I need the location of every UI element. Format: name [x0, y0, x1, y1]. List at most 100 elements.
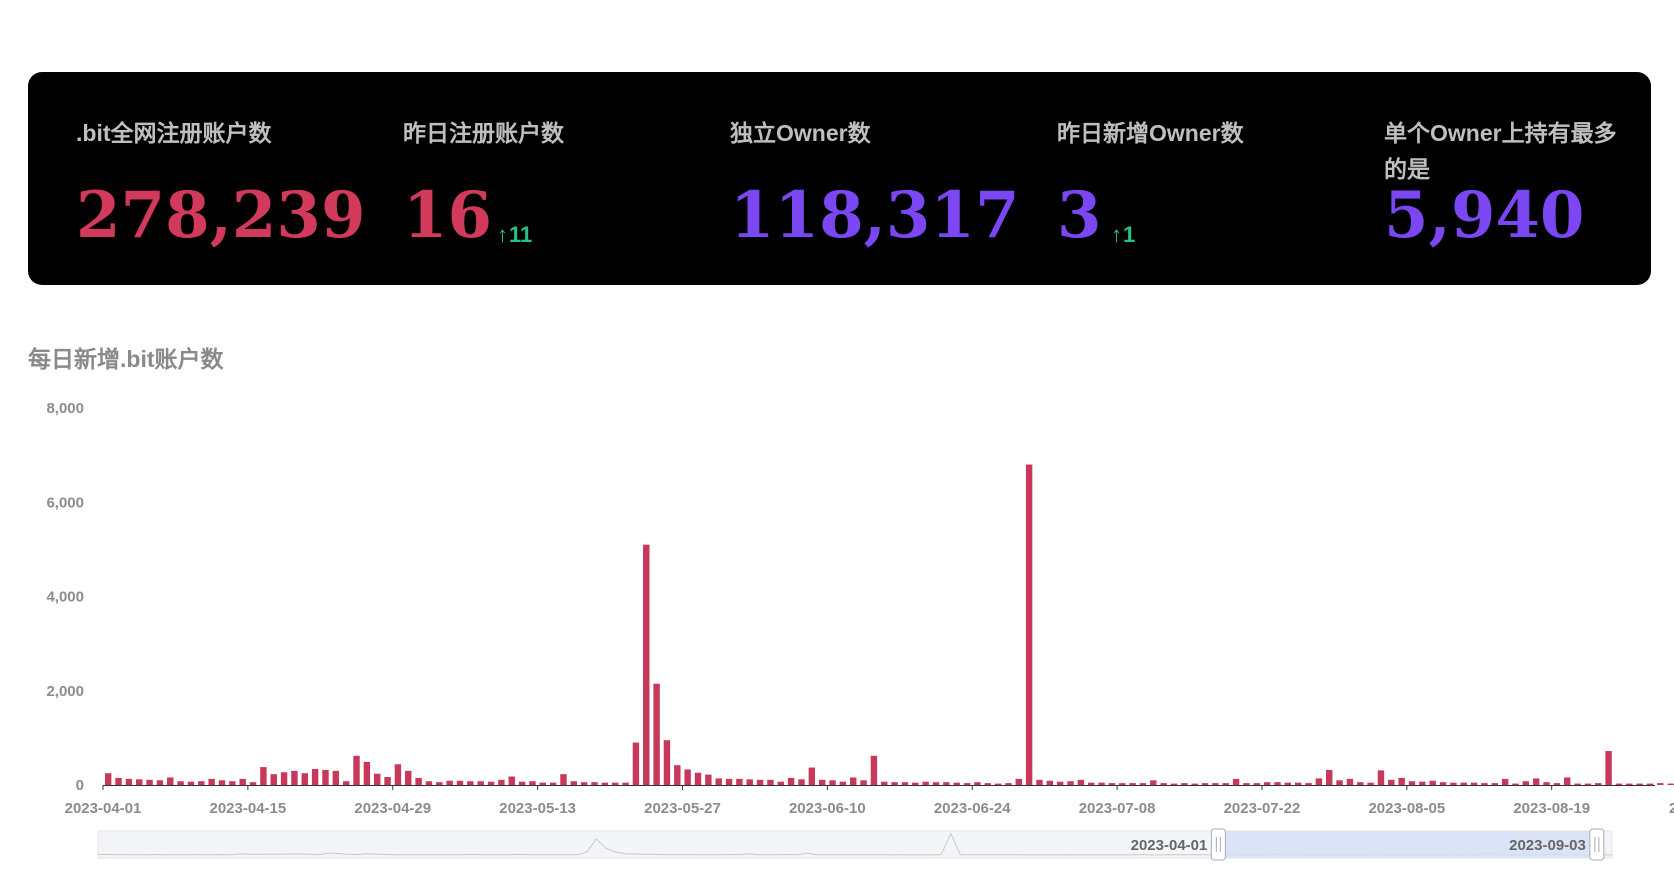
x-tick-label: 2023-07-08	[1079, 800, 1156, 817]
bar	[756, 779, 764, 785]
bar	[270, 774, 277, 785]
bar	[374, 773, 381, 785]
bar	[1636, 783, 1643, 785]
bar	[787, 777, 795, 785]
stat-value: 3	[1057, 178, 1102, 253]
chart-section-title: 每日新增.bit账户数	[28, 346, 224, 372]
bar	[643, 544, 650, 785]
bar	[1077, 779, 1085, 785]
bar	[1222, 783, 1229, 785]
bar	[798, 779, 805, 785]
bar	[167, 777, 174, 785]
bar	[1274, 782, 1281, 785]
bar	[860, 780, 867, 785]
bar	[622, 782, 629, 785]
bar	[446, 780, 453, 785]
bar	[850, 777, 857, 785]
bar	[684, 769, 691, 785]
bar	[291, 770, 298, 785]
bar	[881, 781, 888, 785]
bar	[612, 782, 619, 785]
bar	[560, 774, 567, 785]
bar	[1129, 783, 1136, 785]
bar	[260, 767, 267, 785]
x-tick-label: 2023-05-13	[499, 800, 576, 817]
bar	[301, 773, 308, 785]
y-tick-label: 6,000	[46, 494, 84, 511]
bar	[1367, 782, 1374, 785]
y-tick-label: 8,000	[46, 400, 84, 417]
bar	[518, 781, 526, 785]
bar	[705, 774, 712, 785]
bar	[1170, 783, 1178, 785]
bar	[725, 778, 733, 785]
zoom-selection[interactable]	[1218, 831, 1597, 858]
bar	[1626, 783, 1633, 785]
bar	[901, 782, 909, 785]
y-tick-label: 0	[76, 777, 84, 794]
bar	[436, 782, 443, 785]
bar	[1543, 782, 1550, 785]
bar	[1305, 783, 1312, 785]
bar	[1439, 782, 1447, 785]
bar	[891, 782, 898, 785]
stat-label: 昨日新增Owner数	[1057, 120, 1244, 146]
bar	[1067, 781, 1074, 785]
bar	[136, 779, 143, 785]
bar	[808, 767, 816, 785]
bar	[1584, 783, 1592, 785]
bar	[1294, 782, 1302, 785]
bar	[249, 782, 257, 785]
x-tick-label: 2023-08-05	[1368, 800, 1445, 817]
bar	[984, 783, 991, 785]
arrow-up-icon: ↑	[497, 222, 508, 247]
bar	[1532, 778, 1540, 785]
bar	[405, 770, 412, 785]
bar	[994, 783, 1002, 785]
bar	[767, 779, 774, 785]
bar	[1326, 769, 1333, 785]
bar	[1615, 783, 1623, 785]
bar	[1470, 782, 1478, 785]
bar	[125, 778, 133, 785]
stat-change-value: 11	[509, 222, 533, 247]
bar	[1419, 781, 1426, 785]
bar	[601, 782, 609, 785]
bar	[591, 782, 598, 785]
bar	[1657, 783, 1664, 785]
bar	[415, 777, 422, 785]
bar	[1253, 783, 1260, 785]
bar	[1025, 464, 1033, 785]
zoom-handle-left[interactable]	[1210, 828, 1226, 861]
x-tick-label: 2023-06-24	[934, 800, 1011, 817]
bar	[384, 776, 391, 785]
zoom-start-label: 2023-04-01	[1131, 837, 1208, 854]
bar	[922, 781, 929, 785]
bar	[870, 755, 878, 785]
bar	[1108, 783, 1116, 785]
zoom-handle-right[interactable]	[1589, 828, 1605, 861]
y-tick-label: 2,000	[46, 683, 84, 700]
bar	[1212, 783, 1219, 785]
stats-panel: .bit全网注册账户数 278,239 昨日注册账户数 16 ↑11 独立Own…	[28, 72, 1651, 285]
bar	[342, 781, 350, 785]
bar	[963, 783, 971, 785]
daily-accounts-bar-chart: 0 2,000 4,000 6,000 8,000 2023-04-01 2023-04-1…	[46, 400, 1674, 861]
bar	[549, 782, 557, 785]
bar	[1243, 783, 1250, 785]
bar	[1119, 783, 1126, 785]
bar	[187, 781, 195, 785]
bar	[829, 780, 836, 785]
stat-value: 118,317	[730, 178, 1020, 253]
bar	[1088, 782, 1095, 785]
bar	[1398, 777, 1405, 785]
bar	[580, 782, 588, 785]
bar	[974, 782, 981, 785]
bar	[1388, 779, 1395, 785]
bar	[1522, 781, 1530, 785]
bar	[1574, 783, 1581, 785]
arrow-up-icon: ↑	[1111, 222, 1122, 247]
bar	[1450, 782, 1457, 785]
zoom-end-label: 2023-09-03	[1509, 837, 1586, 854]
y-tick-label: 4,000	[46, 589, 84, 606]
